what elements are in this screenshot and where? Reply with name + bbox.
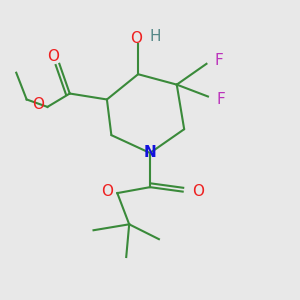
Text: F: F bbox=[216, 92, 225, 107]
Text: H: H bbox=[150, 29, 161, 44]
Text: N: N bbox=[144, 146, 156, 160]
Text: O: O bbox=[193, 184, 205, 199]
Text: O: O bbox=[101, 184, 113, 199]
Text: O: O bbox=[47, 49, 59, 64]
Text: F: F bbox=[215, 53, 224, 68]
Text: O: O bbox=[32, 97, 44, 112]
Text: O: O bbox=[130, 31, 142, 46]
